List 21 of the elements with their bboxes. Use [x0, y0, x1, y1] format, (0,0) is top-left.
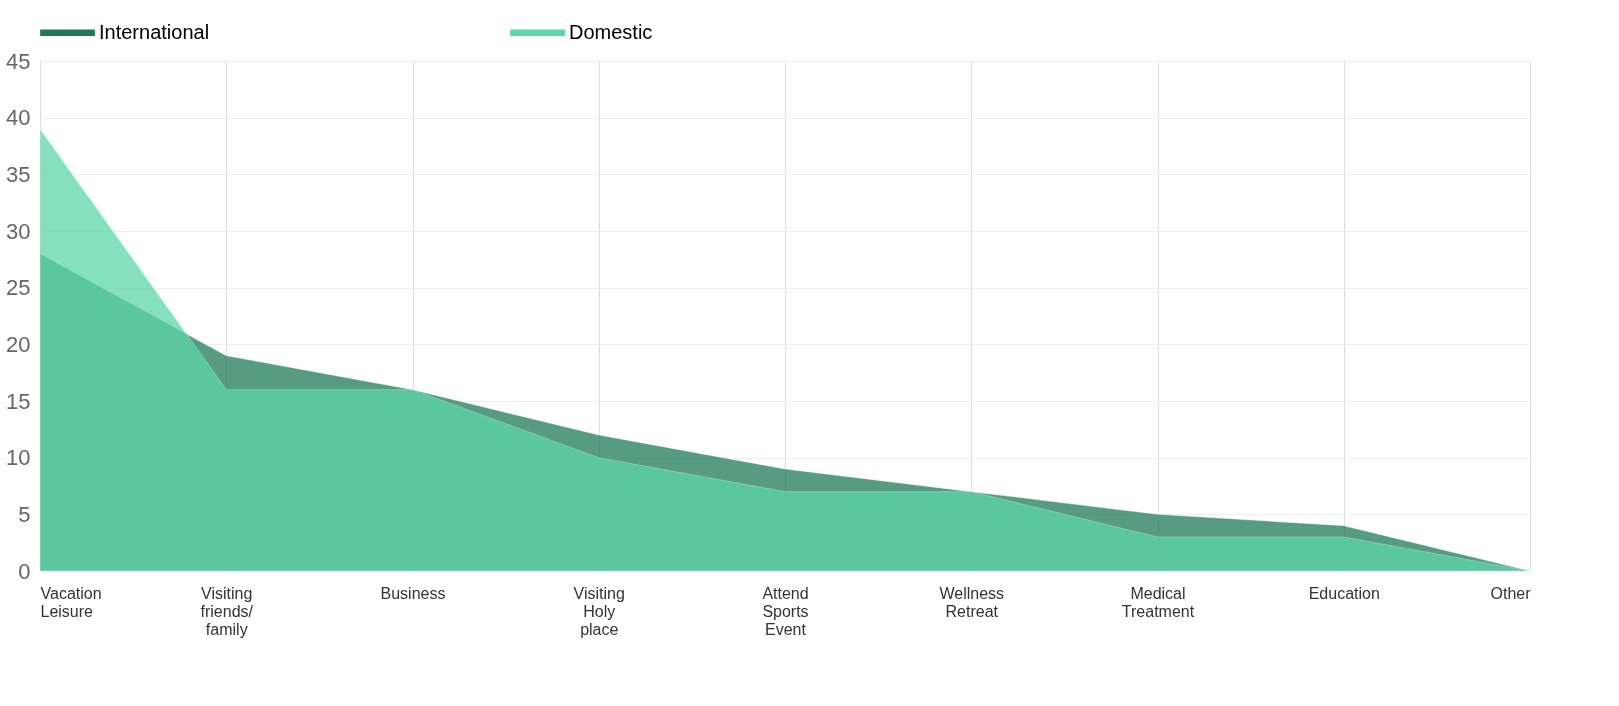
x-tick-label: Business: [380, 584, 446, 602]
x-tick-label: Other: [1490, 584, 1532, 602]
x-tick-label: Attend Sports Event: [762, 584, 809, 638]
y-tick-label: 20: [6, 331, 31, 357]
y-tick-label: 25: [6, 275, 31, 301]
y-tick-label: 0: [18, 558, 31, 584]
y-tick-label: 35: [6, 161, 31, 187]
x-tick-label: Vacation Leisure: [40, 584, 102, 620]
legend-label: International: [99, 20, 210, 43]
y-tick-label: 10: [6, 445, 31, 471]
y-tick-label: 15: [6, 388, 31, 414]
y-tick-label: 30: [6, 218, 31, 244]
x-tick-label: Visiting Holy place: [573, 584, 625, 638]
legend-label: Domestic: [569, 20, 653, 43]
x-tick-label: Medical Treatment: [1121, 584, 1195, 620]
x-tick-label: Wellness Retreat: [939, 584, 1005, 620]
x-tick-label: Visiting friends/ family: [200, 584, 254, 638]
y-tick-label: 40: [6, 105, 31, 131]
y-tick-label: 5: [18, 501, 31, 527]
x-tick-label: Education: [1308, 584, 1380, 602]
y-tick-label: 45: [6, 48, 31, 74]
